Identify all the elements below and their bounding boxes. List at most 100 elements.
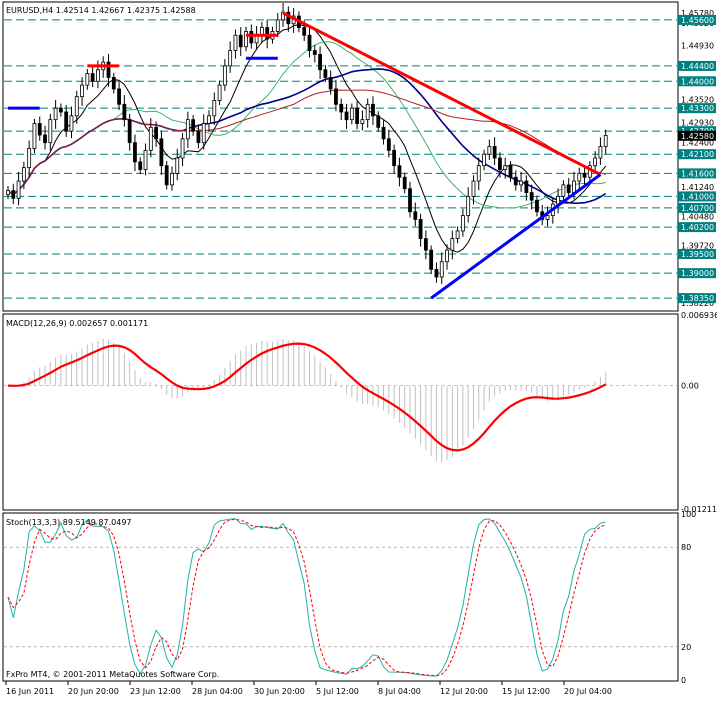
level-tag-label: 1.42100 [681,150,714,159]
macd-panel-frame [2,313,679,511]
candle-body [519,180,523,186]
time-tick-label: 12 Jul 20:00 [440,687,488,696]
candle-body [164,165,169,186]
stoch-tick-label: 20 [681,643,691,652]
candle-body [413,211,418,220]
level-tag-label: 1.44000 [681,77,714,86]
level-tag [678,202,716,213]
level-tag [678,103,716,114]
candle-body [96,69,100,82]
stoch-panel-frame [2,512,679,682]
candle-body [397,165,402,178]
candle-body [593,157,598,167]
candle-body [487,146,492,155]
price-tick-label: 1.43520 [681,96,714,105]
candle-body [69,115,74,132]
candle-body [418,219,423,240]
candle-body [196,130,201,144]
moving-average-line [7,24,607,253]
candle-body [191,119,196,132]
candle-body [577,172,582,182]
candle-body [460,215,465,232]
candle-body [80,84,84,98]
level-tag [678,191,716,202]
candle-body [85,73,90,86]
candle-body [58,107,63,113]
candle-body [111,77,116,90]
macd-tick-label: 0.00 [681,382,699,391]
candle-body [445,249,449,263]
candle-body [429,249,434,270]
candle-body [529,192,534,201]
candle-body [450,238,455,251]
candle-body [249,30,254,44]
stoch-title: Stoch(13,3,3) 89.5149 87.0497 [6,518,132,527]
candle-body [53,107,58,121]
time-tick-label: 15 Jul 12:00 [502,687,550,696]
candle-body [471,180,476,197]
candle-body [222,65,227,86]
candle-body [143,149,148,170]
candle-body [561,184,566,197]
moving-average-line [7,89,606,196]
level-tag [678,168,716,179]
candle-body [185,119,190,140]
candle-body [312,50,317,55]
level-tag [678,268,716,279]
candle-body [106,61,111,78]
candle-body [74,96,79,117]
candle-body [27,148,32,169]
candle-body [11,190,16,199]
time-tick-label: 23 Jun 12:00 [130,687,181,696]
candle-body [43,134,47,144]
candle-body [228,50,233,67]
price-tick-label: 1.42400 [681,139,714,148]
candle-body [524,180,529,193]
macd-series: 0.006936 0.00 -0.012118 [4,311,717,514]
candle-body [482,153,486,167]
candle-body [238,34,243,48]
candle-body [423,238,428,251]
candle-body [349,107,354,121]
candle-body [90,73,95,82]
candle-body [307,34,312,51]
stoch-tick-label: 100 [681,510,696,519]
candle-body [381,126,386,140]
level-tag [678,60,716,71]
stoch-main-line [7,518,606,677]
level-tag [678,248,716,259]
level-tag [678,76,716,87]
candle-body [535,199,539,213]
trendline [430,173,602,300]
candle-body [466,196,471,216]
level-tag-label: 1.40700 [681,204,714,213]
candle-body [117,88,121,105]
candle-body [148,126,153,151]
candle-body [122,103,127,121]
candle-body [64,111,69,132]
candle-body [175,157,180,174]
candle-body [376,115,381,128]
price-tick-label: 1.41240 [681,183,714,192]
candle-body [408,188,412,213]
candle-body [355,107,360,124]
candle-body [154,126,159,140]
candle-body [138,161,143,170]
time-axis: 16 Jun 2011 20 Jun 20:00 23 Jun 12:00 28 Ju… [5,681,612,696]
candle-body [360,119,365,124]
candles [6,3,608,284]
candle-body [244,30,248,48]
level-tag [678,293,716,304]
price-tick-label: 1.44930 [681,42,714,51]
candle-body [508,165,513,178]
time-tick-label: 5 Jul 12:00 [316,687,359,696]
candle-body [566,184,571,193]
price-tick-label: 1.40480 [681,212,714,221]
candle-body [334,88,338,105]
candle-body [275,19,280,32]
macd-tick-label: 0.006936 [681,311,717,320]
candle-body [48,119,53,144]
stoch-series: 100 80 20 0 [4,510,696,685]
candle-body [201,123,206,144]
